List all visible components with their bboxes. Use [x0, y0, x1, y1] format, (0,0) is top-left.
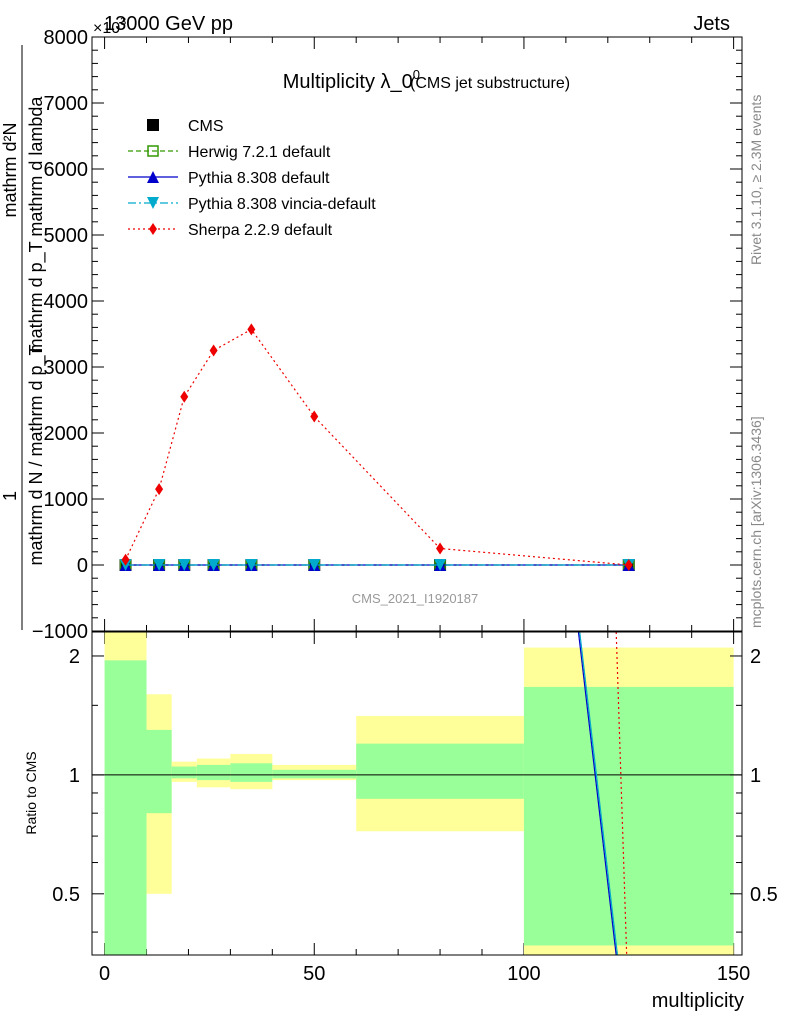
data-point-open-square — [147, 145, 159, 157]
data-point-diamond — [310, 410, 319, 423]
ratio-tick-label-right: 0.5 — [750, 884, 778, 906]
data-point-triangle-down — [308, 559, 321, 571]
data-point-triangle-down — [245, 559, 258, 571]
data-point-triangle-down — [434, 559, 447, 571]
main-frame — [91, 36, 743, 632]
y-tick-label: 8000 — [44, 27, 89, 49]
ylabel-one: 1 — [0, 491, 20, 501]
ratio-axes: 0.5 0.5 1 1 2 2 — [52, 646, 778, 933]
data-point-diamond — [180, 390, 189, 403]
y-tick-label: 7000 — [44, 93, 89, 115]
ratio-band-inner — [523, 686, 734, 946]
ratio-line — [577, 631, 617, 956]
y-exponent-power: 3 — [120, 16, 126, 28]
data-point-triangle-up — [147, 171, 159, 183]
ratio-band-inner — [230, 763, 273, 782]
ratio-tick-label-right: 1 — [750, 765, 761, 787]
legend-label: Pythia 8.308 vincia-default — [188, 196, 376, 213]
y-exponent: ×103 — [93, 16, 126, 37]
ratio-lines — [577, 631, 628, 956]
data-point-triangle-down — [207, 559, 220, 571]
chart-title-text: Multiplicity λ_0 — [283, 71, 413, 93]
main-data — [119, 323, 635, 571]
data-point-diamond — [209, 344, 218, 357]
y-tick-label: 1000 — [44, 489, 89, 511]
y-exponent-base: ×10 — [93, 20, 120, 37]
ratio-tick-label: 2 — [69, 646, 80, 668]
data-point-square — [147, 119, 159, 131]
ylabel-bottom: mathrm d N / mathrm d p_T — [26, 344, 47, 565]
x-tick-label: 100 — [507, 963, 540, 985]
legend-label: CMS — [188, 118, 224, 135]
ylabel-mid: mathrm d p_T mathrm d lambda — [26, 96, 47, 354]
legend-label: Herwig 7.2.1 default — [188, 144, 331, 161]
ratio-line — [615, 631, 628, 956]
chart-subtitle: (CMS jet substructure) — [410, 75, 570, 92]
ratio-band-inner — [272, 769, 357, 779]
data-point-diamond — [155, 483, 164, 496]
chart-title-sup: 0 — [413, 67, 420, 82]
legend: CMS Herwig 7.2.1 default Pythia 8.308 defa… — [128, 118, 376, 239]
ratio-panel: 0.5 0.5 1 1 2 2 Ratio to CMS — [23, 631, 778, 956]
y-tick-label: 5000 — [44, 225, 89, 247]
x-tick-label: 50 — [303, 963, 325, 985]
legend-label: Sherpa 2.2.9 default — [188, 222, 333, 239]
data-point-diamond — [436, 542, 445, 555]
side-label-mcplots: mcplots.cern.ch [arXiv:1306.3436] — [748, 416, 764, 628]
data-point-triangle-down — [178, 559, 191, 571]
chart-watermark: CMS_2021_I1920187 — [352, 591, 479, 606]
x-tick-label: 0 — [99, 963, 110, 985]
x-tick-label: 150 — [717, 963, 750, 985]
data-point-diamond — [624, 559, 633, 571]
y-tick-label: 6000 — [44, 159, 89, 181]
ratio-bands — [92, 632, 742, 955]
y-tick-label: 0 — [77, 555, 88, 577]
data-point-triangle-down — [153, 559, 166, 571]
header-right: Jets — [693, 13, 730, 35]
ratio-band-inner — [356, 743, 524, 799]
x-axis-label: multiplicity — [652, 990, 744, 1012]
ratio-ylabel: Ratio to CMS — [23, 751, 39, 834]
y-tick-label: 3000 — [44, 357, 89, 379]
ratio-tick-label: 0.5 — [52, 884, 80, 906]
ylabel-top: mathrm d²N — [0, 122, 20, 217]
chart-title: Multiplicity λ_00 — [283, 67, 420, 93]
y-tick-label: −1000 — [32, 621, 88, 643]
legend-label: Pythia 8.308 default — [188, 170, 330, 187]
ratio-tick-label-right: 2 — [750, 646, 761, 668]
y-tick-label: 2000 — [44, 423, 89, 445]
y-tick-label: 4000 — [44, 291, 89, 313]
data-point-triangle-down — [147, 197, 159, 209]
series-line — [125, 328, 629, 566]
data-point-diamond — [121, 553, 130, 566]
data-point-diamond — [247, 323, 256, 336]
ratio-band-inner — [196, 764, 231, 781]
y-axis-label: mathrm d²N mathrm d p_T mathrm d lambda … — [0, 45, 47, 630]
ratio-band-inner — [104, 660, 147, 955]
ratio-line — [579, 631, 619, 956]
ratio-band-inner — [146, 729, 172, 814]
header-left: 13000 GeV pp — [104, 13, 233, 35]
ratio-band-inner — [171, 766, 197, 779]
side-label-rivet: Rivet 3.1.10, ≥ 2.3M events — [748, 95, 764, 265]
data-point-diamond — [149, 223, 157, 235]
ratio-tick-label: 1 — [69, 765, 80, 787]
ratio-frame — [91, 631, 743, 956]
